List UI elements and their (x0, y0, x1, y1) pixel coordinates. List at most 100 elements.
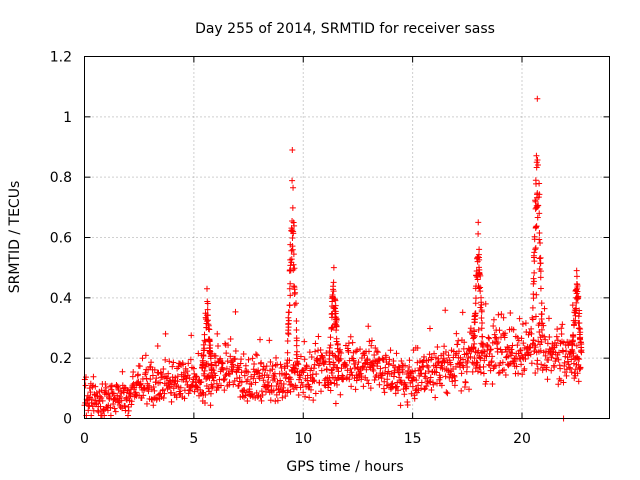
data-point (286, 266, 293, 273)
data-point (421, 353, 428, 360)
data-point (190, 365, 197, 372)
data-point (445, 352, 452, 359)
data-point (312, 340, 319, 347)
data-point (286, 285, 293, 292)
data-point (570, 334, 577, 341)
data-point (244, 398, 251, 405)
data-point (352, 386, 359, 393)
data-point (406, 357, 413, 364)
data-point (452, 377, 459, 384)
data-point (394, 387, 401, 394)
data-point (545, 357, 552, 364)
data-point (153, 375, 160, 382)
data-point (330, 264, 337, 271)
data-point (516, 347, 523, 354)
data-point (537, 274, 544, 281)
data-point (431, 350, 438, 357)
data-point (528, 330, 535, 337)
data-point (333, 338, 340, 345)
gridlines (84, 56, 610, 419)
data-point (474, 276, 481, 283)
data-point (150, 402, 157, 409)
data-point (181, 395, 188, 402)
y-tick-label: 1 (63, 110, 72, 126)
data-point (532, 344, 539, 351)
data-point (552, 358, 559, 365)
data-point (495, 370, 502, 377)
data-point (293, 318, 300, 325)
data-point (199, 361, 206, 368)
data-point (479, 319, 486, 326)
data-point (273, 354, 280, 361)
data-point (307, 386, 314, 393)
data-point (455, 337, 462, 344)
data-point (285, 314, 292, 321)
data-point (531, 258, 538, 265)
data-point (212, 372, 219, 379)
data-point (310, 365, 317, 372)
data-point (204, 306, 211, 313)
y-tick-label: 0 (63, 412, 72, 428)
data-point (94, 392, 101, 399)
data-point (505, 345, 512, 352)
data-point (137, 380, 144, 387)
data-point (531, 236, 538, 243)
data-point (381, 378, 388, 385)
data-point (111, 405, 118, 412)
data-point (205, 385, 212, 392)
data-point (286, 309, 293, 316)
data-point (381, 369, 388, 376)
data-point (536, 265, 543, 272)
data-point (553, 342, 560, 349)
data-point (107, 412, 114, 419)
data-point (343, 362, 350, 369)
data-point (478, 301, 485, 308)
y-tick-label: 0.6 (50, 231, 72, 247)
data-point (177, 360, 184, 367)
data-point (202, 310, 209, 317)
data-point (509, 350, 516, 357)
data-point (354, 347, 361, 354)
data-point (539, 332, 546, 339)
data-point (548, 354, 555, 361)
y-tick-label: 0.2 (50, 351, 72, 367)
data-point (500, 314, 507, 321)
data-point (401, 391, 408, 398)
data-point (394, 379, 401, 386)
data-point (165, 370, 172, 377)
data-point (326, 356, 333, 363)
data-point (221, 387, 228, 394)
data-point (563, 372, 570, 379)
data-point (570, 350, 577, 357)
data-point (411, 395, 418, 402)
data-point (357, 346, 364, 353)
data-point (238, 356, 245, 363)
data-point (577, 339, 584, 346)
data-point (472, 295, 479, 302)
data-point (285, 327, 292, 334)
data-point (258, 397, 265, 404)
data-point (363, 357, 370, 364)
data-point (82, 374, 89, 381)
data-point (483, 378, 490, 385)
data-point (574, 296, 581, 303)
data-point (136, 363, 143, 370)
data-point (330, 279, 337, 286)
data-point (453, 330, 460, 337)
data-point (366, 338, 373, 345)
data-point (195, 350, 202, 357)
data-point (402, 362, 409, 369)
data-point (284, 363, 291, 370)
data-point (140, 392, 147, 399)
data-point (99, 397, 106, 404)
data-point (286, 302, 293, 309)
data-point (226, 379, 233, 386)
data-point (534, 365, 541, 372)
data-point (272, 362, 279, 369)
data-point (480, 341, 487, 348)
data-point (327, 334, 334, 341)
data-point (225, 342, 232, 349)
data-point (380, 385, 387, 392)
data-point (126, 390, 133, 397)
data-point (514, 342, 521, 349)
